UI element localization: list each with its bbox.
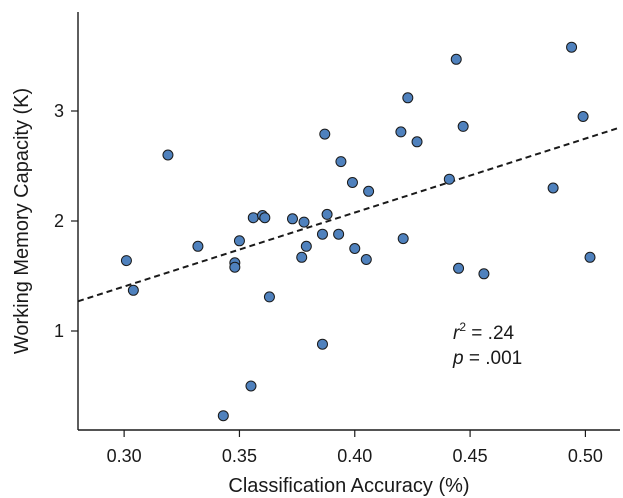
data-point: [363, 185, 375, 197]
x-axis-title: Classification Accuracy (%): [228, 475, 469, 497]
data-point: [566, 41, 578, 53]
data-point: [577, 111, 589, 122]
data-point: [321, 208, 333, 220]
axes: [77, 12, 620, 431]
data-point: [245, 380, 257, 392]
r-squared-value: = .24: [466, 323, 514, 344]
r-superscript: 2: [459, 320, 466, 334]
data-point: [443, 173, 455, 185]
data-point: [402, 92, 414, 104]
data-point: [397, 233, 409, 245]
data-point: [360, 254, 372, 265]
data-point: [229, 261, 241, 273]
x-tick-label: 0.40: [337, 446, 372, 466]
data-point: [127, 284, 139, 296]
data-point: [335, 156, 347, 168]
data-point: [346, 177, 358, 188]
r-squared-annotation: r2 = .24: [453, 320, 515, 344]
data-point: [395, 126, 407, 138]
axis-ticks: 0.30 0.35 0.40 0.45 0.50 1 2 3: [54, 101, 603, 466]
data-point: [319, 128, 331, 140]
data-point: [286, 213, 298, 225]
x-tick-label: 0.30: [107, 446, 142, 466]
y-tick-label: 2: [54, 211, 64, 231]
r-symbol: r: [453, 323, 460, 344]
data-point: [450, 53, 462, 65]
regression-line: [77, 126, 621, 303]
data-point: [478, 268, 490, 280]
p-value: = .001: [464, 348, 523, 369]
data-point: [411, 136, 423, 148]
p-symbol: p: [452, 348, 464, 369]
data-point: [316, 228, 328, 240]
data-point: [453, 262, 465, 274]
y-tick-label: 3: [54, 101, 64, 121]
x-tick-label: 0.35: [222, 446, 257, 466]
data-points: [120, 41, 596, 422]
data-point: [233, 235, 245, 247]
data-point: [547, 182, 559, 194]
data-point: [349, 243, 361, 254]
data-point: [333, 228, 345, 240]
y-axis-title: Working Memory Capacity (K): [11, 88, 33, 354]
data-point: [300, 240, 312, 252]
data-point: [457, 120, 469, 132]
data-point: [247, 212, 259, 224]
data-point: [298, 216, 310, 228]
data-point: [316, 338, 328, 350]
fit-line-group: [77, 126, 621, 303]
y-tick-label: 1: [54, 321, 64, 341]
x-tick-label: 0.45: [453, 446, 488, 466]
data-point: [259, 212, 271, 224]
data-point: [162, 149, 174, 161]
p-value-annotation: p = .001: [452, 348, 522, 369]
data-point: [296, 251, 308, 263]
data-point: [120, 255, 132, 267]
data-point: [217, 410, 229, 422]
data-point: [584, 251, 596, 263]
x-tick-label: 0.50: [568, 446, 603, 466]
data-point: [263, 291, 275, 303]
data-point: [192, 240, 204, 252]
